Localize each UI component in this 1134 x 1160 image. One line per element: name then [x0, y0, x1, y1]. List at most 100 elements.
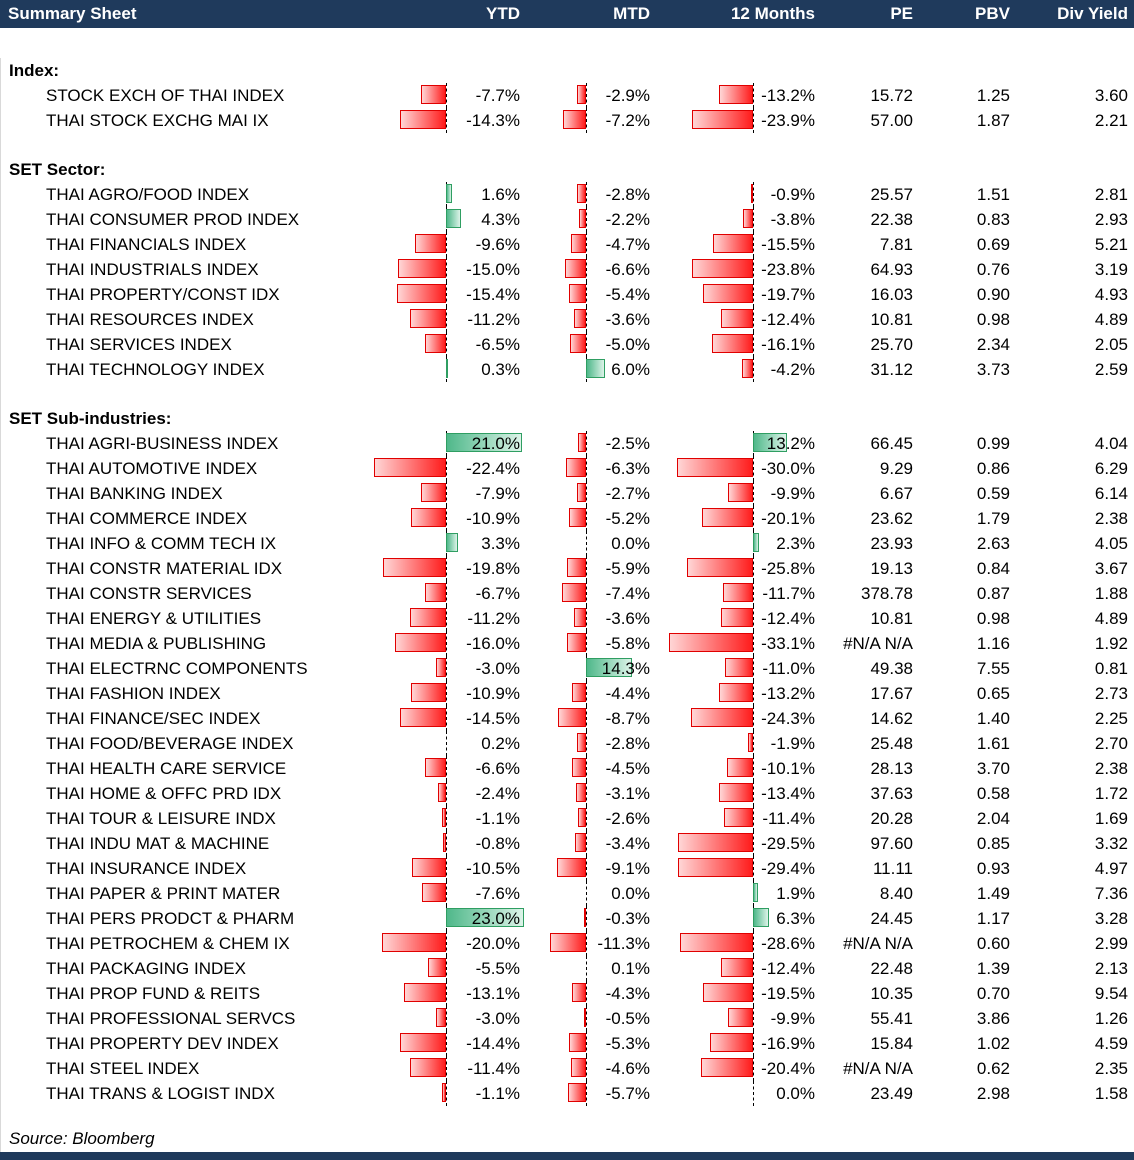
pbv-value: 7.55	[976, 659, 1010, 678]
zero-axis	[586, 606, 587, 631]
12-months-bar-cell: 13.2%	[659, 431, 819, 456]
data-bar	[584, 908, 586, 927]
pe-value: 16.03	[870, 285, 913, 304]
zero-axis	[446, 781, 447, 806]
pe-value: 15.72	[870, 86, 913, 105]
pe-value: 23.49	[870, 1084, 913, 1103]
data-bar	[571, 758, 586, 777]
data-bar	[436, 658, 446, 677]
div-yield-value: 0.81	[1094, 659, 1128, 678]
mtd-bar-cell: -5.8%	[549, 631, 654, 656]
index-name: THAI PROFESSIONAL SERVCS	[46, 1009, 296, 1028]
div-yield-value: 3.32	[1094, 834, 1128, 853]
table-row: THAI ENERGY & UTILITIES -11.2% -3.6% -12…	[1, 606, 1134, 631]
12-months-value: -20.1%	[761, 509, 815, 528]
pe-value: 28.13	[870, 759, 913, 778]
12-months-bar-cell: -1.9%	[659, 731, 819, 756]
zero-axis	[446, 556, 447, 581]
ytd-value: -1.1%	[475, 1084, 520, 1103]
data-bar	[420, 483, 446, 502]
div-yield-value: 2.35	[1094, 1059, 1128, 1078]
zero-axis	[753, 506, 754, 531]
12-months-value: -15.5%	[761, 235, 815, 254]
table-row: THAI BANKING INDEX -7.9% -2.7% -9.9% 6.6…	[1, 481, 1134, 506]
pe-value: 10.35	[870, 984, 913, 1003]
div-yield-value: 2.99	[1094, 934, 1128, 953]
data-bar	[703, 983, 753, 1002]
data-bar	[428, 958, 446, 977]
div-yield-value: 1.92	[1094, 634, 1128, 653]
ytd-value: -16.0%	[466, 634, 520, 653]
index-name: THAI HOME & OFFC PRD IDX	[46, 784, 282, 803]
data-bar	[446, 908, 524, 927]
table-row: THAI PERS PRODCT & PHARM 23.0% -0.3% 6.3…	[1, 906, 1134, 931]
12-months-value: -12.4%	[761, 310, 815, 329]
12-months-value: -13.4%	[761, 784, 815, 803]
zero-axis	[753, 257, 754, 282]
data-bar	[374, 458, 446, 477]
pbv-value: 1.02	[976, 1034, 1010, 1053]
pbv-value: 0.98	[976, 310, 1010, 329]
ytd-bar-cell: 0.3%	[369, 357, 524, 382]
mtd-value: -2.2%	[605, 210, 650, 229]
pbv-value: 1.17	[976, 909, 1010, 928]
ytd-value: -5.5%	[475, 959, 520, 978]
mtd-bar-cell: -9.1%	[549, 856, 654, 881]
zero-axis	[586, 931, 587, 956]
ytd-value: -10.5%	[466, 859, 520, 878]
index-name: THAI PACKAGING INDEX	[46, 959, 246, 978]
ytd-value: -7.7%	[475, 86, 520, 105]
data-bar	[753, 433, 787, 452]
ytd-bar-cell: -0.8%	[369, 831, 524, 856]
div-yield-value: 2.93	[1094, 210, 1128, 229]
mtd-value: -8.7%	[605, 709, 650, 728]
pe-value: 19.13	[870, 559, 913, 578]
ytd-bar-cell: 0.2%	[369, 731, 524, 756]
data-bar	[723, 808, 753, 827]
mtd-value: -6.6%	[605, 260, 650, 279]
zero-axis	[586, 282, 587, 307]
ytd-bar-cell: -22.4%	[369, 456, 524, 481]
zero-axis	[446, 931, 447, 956]
12-months-bar-cell: 1.9%	[659, 881, 819, 906]
mtd-value: -0.3%	[605, 909, 650, 928]
zero-axis	[586, 431, 587, 456]
zero-axis	[586, 1081, 587, 1106]
pe-value: 64.93	[870, 260, 913, 279]
12-months-bar-cell: -12.4%	[659, 307, 819, 332]
index-name: STOCK EXCH OF THAI INDEX	[46, 86, 285, 105]
12-months-bar-cell: -20.1%	[659, 506, 819, 531]
12-months-value: -25.8%	[761, 559, 815, 578]
12-months-bar-cell: -9.9%	[659, 1006, 819, 1031]
zero-axis	[446, 856, 447, 881]
data-bar	[578, 433, 586, 452]
zero-axis	[446, 681, 447, 706]
zero-axis	[446, 581, 447, 606]
mtd-bar-cell: -4.3%	[549, 981, 654, 1006]
table-row: THAI PROP FUND & REITS -13.1% -4.3% -19.…	[1, 981, 1134, 1006]
ytd-bar-cell: -6.7%	[369, 581, 524, 606]
pe-value: 55.41	[870, 1009, 913, 1028]
index-name: THAI ENERGY & UTILITIES	[46, 609, 262, 628]
index-name: THAI BANKING INDEX	[46, 484, 223, 503]
ytd-bar-cell: -7.6%	[369, 881, 524, 906]
pe-value: 15.84	[870, 1034, 913, 1053]
zero-axis	[586, 806, 587, 831]
12-months-value: -28.6%	[761, 934, 815, 953]
data-bar	[721, 608, 753, 627]
pbv-value: 0.86	[976, 459, 1010, 478]
ytd-value: 0.2%	[481, 734, 520, 753]
ytd-value: 21.0%	[471, 434, 520, 453]
zero-axis	[753, 182, 754, 207]
header-12-months: 12 Months	[730, 4, 815, 23]
ytd-value: -20.0%	[466, 934, 520, 953]
div-yield-value: 9.54	[1094, 984, 1128, 1003]
table-row: THAI TRANS & LOGIST INDX -1.1% -5.7% 0.0…	[1, 1081, 1134, 1106]
zero-axis	[446, 831, 447, 856]
div-yield-value: 4.04	[1094, 434, 1128, 453]
zero-axis	[586, 756, 587, 781]
table-row: THAI PROFESSIONAL SERVCS -3.0% -0.5% -9.…	[1, 1006, 1134, 1031]
index-name: THAI INDUSTRIALS INDEX	[46, 260, 259, 279]
data-bar	[574, 608, 586, 627]
zero-axis	[446, 456, 447, 481]
